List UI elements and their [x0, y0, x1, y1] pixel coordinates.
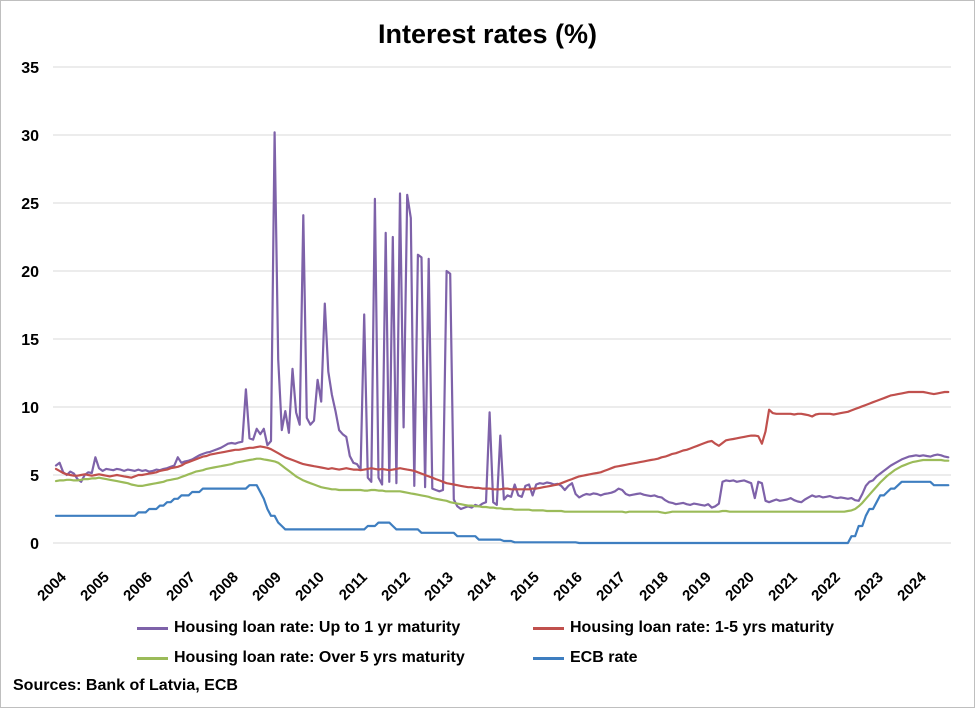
x-tick-label: 2018: [636, 569, 672, 605]
x-tick-label: 2015: [507, 569, 543, 605]
legend-item-1-5yrs: Housing loan rate: 1-5 yrs maturity: [533, 619, 834, 637]
x-tick-label: 2009: [249, 569, 285, 605]
y-tick-label: 20: [21, 264, 39, 281]
y-tick-label: 30: [21, 128, 39, 145]
x-tick-label: 2004: [34, 568, 70, 604]
legend-label-1-5yrs: Housing loan rate: 1-5 yrs maturity: [570, 619, 835, 636]
x-tick-label: 2014: [464, 568, 500, 604]
x-tick-label: 2021: [765, 569, 801, 605]
x-tick-label: 2005: [77, 569, 113, 605]
legend-item-over-5yrs: Housing loan rate: Over 5 yrs maturity: [137, 649, 465, 667]
x-tick-label: 2008: [206, 569, 242, 605]
legend-swatch-1-5yrs-line: [533, 626, 564, 630]
x-tick-label: 2007: [163, 569, 199, 605]
x-tick-label: 2019: [679, 569, 715, 605]
x-tick-label: 2006: [120, 569, 156, 605]
x-tick-label: 2011: [336, 569, 371, 604]
legend-swatch-up-to-1yr-line: [137, 626, 168, 630]
legend-label-ecb-rate: ECB rate: [570, 649, 638, 666]
x-tick-label: 2010: [292, 569, 328, 605]
legend-label-up-to-1yr: Housing loan rate: Up to 1 yr maturity: [174, 619, 461, 636]
x-tick-label: 2017: [593, 569, 629, 605]
y-tick-label: 0: [30, 536, 39, 553]
x-tick-label: 2016: [550, 569, 586, 605]
x-tick-label: 2020: [722, 569, 758, 605]
series-line-over_5yrs: [54, 457, 950, 515]
y-tick-label: 35: [21, 60, 39, 77]
series-line-up_to_1yr: [54, 131, 950, 511]
x-tick-label: 2023: [851, 569, 887, 605]
y-tick-label: 5: [30, 468, 39, 485]
legend-item-ecb-rate: ECB rate: [533, 649, 638, 667]
x-tick-label: 2013: [421, 569, 457, 605]
y-tick-label: 25: [21, 196, 39, 213]
source-note: Sources: Bank of Latvia, ECB: [13, 677, 238, 694]
x-tick-label: 2022: [808, 569, 844, 605]
y-tick-label: 15: [21, 332, 39, 349]
x-tick-label: 2012: [378, 569, 414, 605]
series-line-ecb: [54, 480, 950, 545]
chart-title: Interest rates (%): [377, 19, 598, 49]
legend-swatch-ecb-rate-line: [533, 656, 564, 660]
y-tick-label: 10: [21, 400, 39, 417]
series-line-1_5yrs: [54, 390, 950, 491]
x-tick-label: 2024: [894, 568, 930, 604]
legend-label-over-5yrs: Housing loan rate: Over 5 yrs maturity: [174, 649, 465, 666]
legend-item-up-to-1yr: Housing loan rate: Up to 1 yr maturity: [137, 619, 460, 637]
legend-swatch-over-5yrs-line: [137, 656, 168, 660]
